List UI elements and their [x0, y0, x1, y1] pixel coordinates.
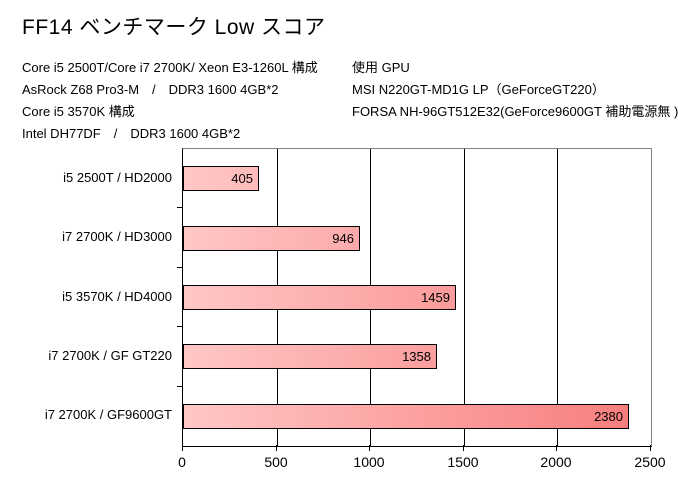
- plot-area: 405 946 1459 1358 2380: [182, 148, 652, 447]
- bar: 2380: [183, 404, 629, 429]
- x-axis-tick-label: 500: [264, 454, 288, 470]
- config-line: FORSA NH-96GT512E32(GeForce9600GT 補助電源無 …: [352, 104, 678, 119]
- category-label: i7 2700K / HD3000: [62, 229, 172, 244]
- bar-value-label: 405: [231, 171, 253, 186]
- config-line: Core i5 3570K 構成: [22, 104, 135, 119]
- bar: 1358: [183, 344, 437, 369]
- bar: 1459: [183, 285, 456, 310]
- y-axis-tick: [177, 267, 182, 268]
- x-axis-tick: [650, 445, 651, 451]
- x-axis-tick: [182, 445, 183, 451]
- config-line: Intel DH77DF / DDR3 1600 4GB*2: [22, 126, 241, 141]
- bar-value-label: 1459: [421, 290, 450, 305]
- x-axis-tick: [556, 445, 557, 451]
- config-line: 使用 GPU: [352, 60, 410, 75]
- x-axis-tick: [369, 445, 370, 451]
- x-axis-tick: [276, 445, 277, 451]
- category-label: i5 3570K / HD4000: [62, 289, 172, 304]
- config-line: Core i5 2500T/Core i7 2700K/ Xeon E3-126…: [22, 60, 318, 75]
- bar-value-label: 2380: [594, 409, 623, 424]
- gpu-config-right: 使用 GPU MSI N220GT-MD1G LP（GeForceGT220） FO…: [352, 57, 678, 123]
- chart-title: FF14 ベンチマーク Low スコア: [22, 16, 326, 39]
- y-axis-tick: [177, 386, 182, 387]
- category-label: i7 2700K / GF GT220: [48, 348, 172, 363]
- bar: 405: [183, 166, 259, 191]
- x-axis-tick-label: 0: [178, 454, 186, 470]
- bar: 946: [183, 226, 360, 251]
- category-label: i7 2700K / GF9600GT: [44, 407, 172, 422]
- y-axis-tick: [177, 326, 182, 327]
- y-axis-tick: [177, 207, 182, 208]
- bar-value-label: 946: [332, 231, 354, 246]
- gridline: [557, 149, 558, 446]
- bar-value-label: 1358: [402, 349, 431, 364]
- gridline: [464, 149, 465, 446]
- x-axis-tick-label: 1500: [447, 454, 479, 470]
- x-axis-tick-label: 1000: [353, 454, 385, 470]
- x-axis-tick-label: 2000: [540, 454, 572, 470]
- x-axis-tick-label: 2500: [634, 454, 666, 470]
- config-line: MSI N220GT-MD1G LP（GeForceGT220）: [352, 82, 605, 97]
- category-label: i5 2500T / HD2000: [63, 170, 172, 185]
- system-config-left: Core i5 2500T/Core i7 2700K/ Xeon E3-126…: [22, 57, 318, 145]
- x-axis-tick: [463, 445, 464, 451]
- config-line: AsRock Z68 Pro3-M / DDR3 1600 4GB*2: [22, 82, 279, 97]
